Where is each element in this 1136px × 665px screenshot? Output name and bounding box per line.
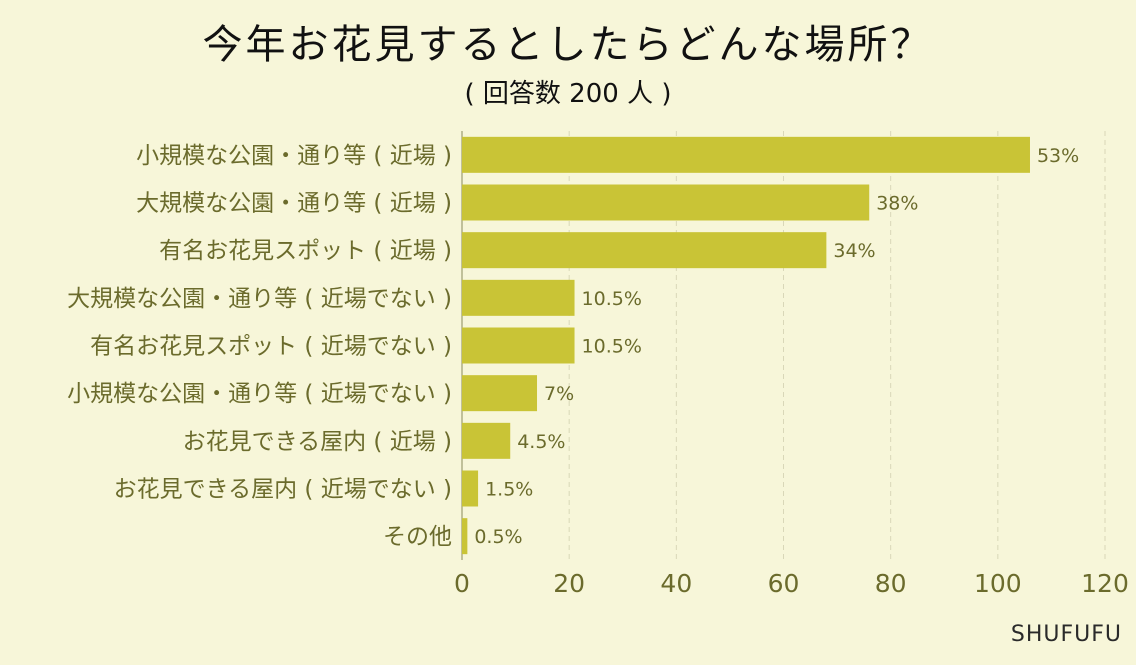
bar xyxy=(462,518,468,555)
value-label: 38% xyxy=(876,193,918,215)
category-label: 小規模な公園・通り等 ( 近場でない ) xyxy=(67,381,452,407)
bar xyxy=(462,422,511,459)
x-tick-label: 80 xyxy=(875,569,907,598)
value-label: 10.5% xyxy=(582,336,642,358)
x-tick-label: 100 xyxy=(974,569,1022,598)
bar xyxy=(462,136,1030,173)
bar xyxy=(462,232,827,269)
x-tick-label: 20 xyxy=(553,569,585,598)
category-label: お花見できる屋内 ( 近場 ) xyxy=(183,429,452,455)
value-label: 10.5% xyxy=(582,288,642,310)
bar xyxy=(462,470,479,507)
chart-subtitle: ( 回答数 200 人 ) xyxy=(464,79,672,109)
value-label: 34% xyxy=(833,240,875,262)
x-tick-label: 40 xyxy=(660,569,692,598)
value-label: 0.5% xyxy=(474,526,522,548)
category-label: 小規模な公園・通り等 ( 近場 ) xyxy=(136,143,452,169)
bar xyxy=(462,279,575,316)
category-label: 大規模な公園・通り等 ( 近場でない ) xyxy=(67,286,452,312)
category-label: お花見できる屋内 ( 近場でない ) xyxy=(114,477,452,503)
category-label: 有名お花見スポット ( 近場 ) xyxy=(159,238,452,264)
x-tick-label: 60 xyxy=(768,569,800,598)
value-label: 53% xyxy=(1037,145,1079,167)
category-label: 有名お花見スポット ( 近場でない ) xyxy=(90,334,452,360)
value-label: 1.5% xyxy=(485,479,533,501)
value-label: 7% xyxy=(544,383,574,405)
chart-title: 今年お花見するとしたらどんな場所？ xyxy=(202,22,934,68)
value-label: 4.5% xyxy=(517,431,565,453)
category-label: 大規模な公園・通り等 ( 近場 ) xyxy=(136,191,452,217)
category-label: その他 xyxy=(383,524,452,550)
x-tick-label: 0 xyxy=(454,569,470,598)
bar xyxy=(462,184,870,221)
bar xyxy=(462,327,575,364)
x-tick-label: 120 xyxy=(1081,569,1129,598)
bar xyxy=(462,375,538,412)
brand-logo: SHUFUFU xyxy=(1010,622,1122,647)
